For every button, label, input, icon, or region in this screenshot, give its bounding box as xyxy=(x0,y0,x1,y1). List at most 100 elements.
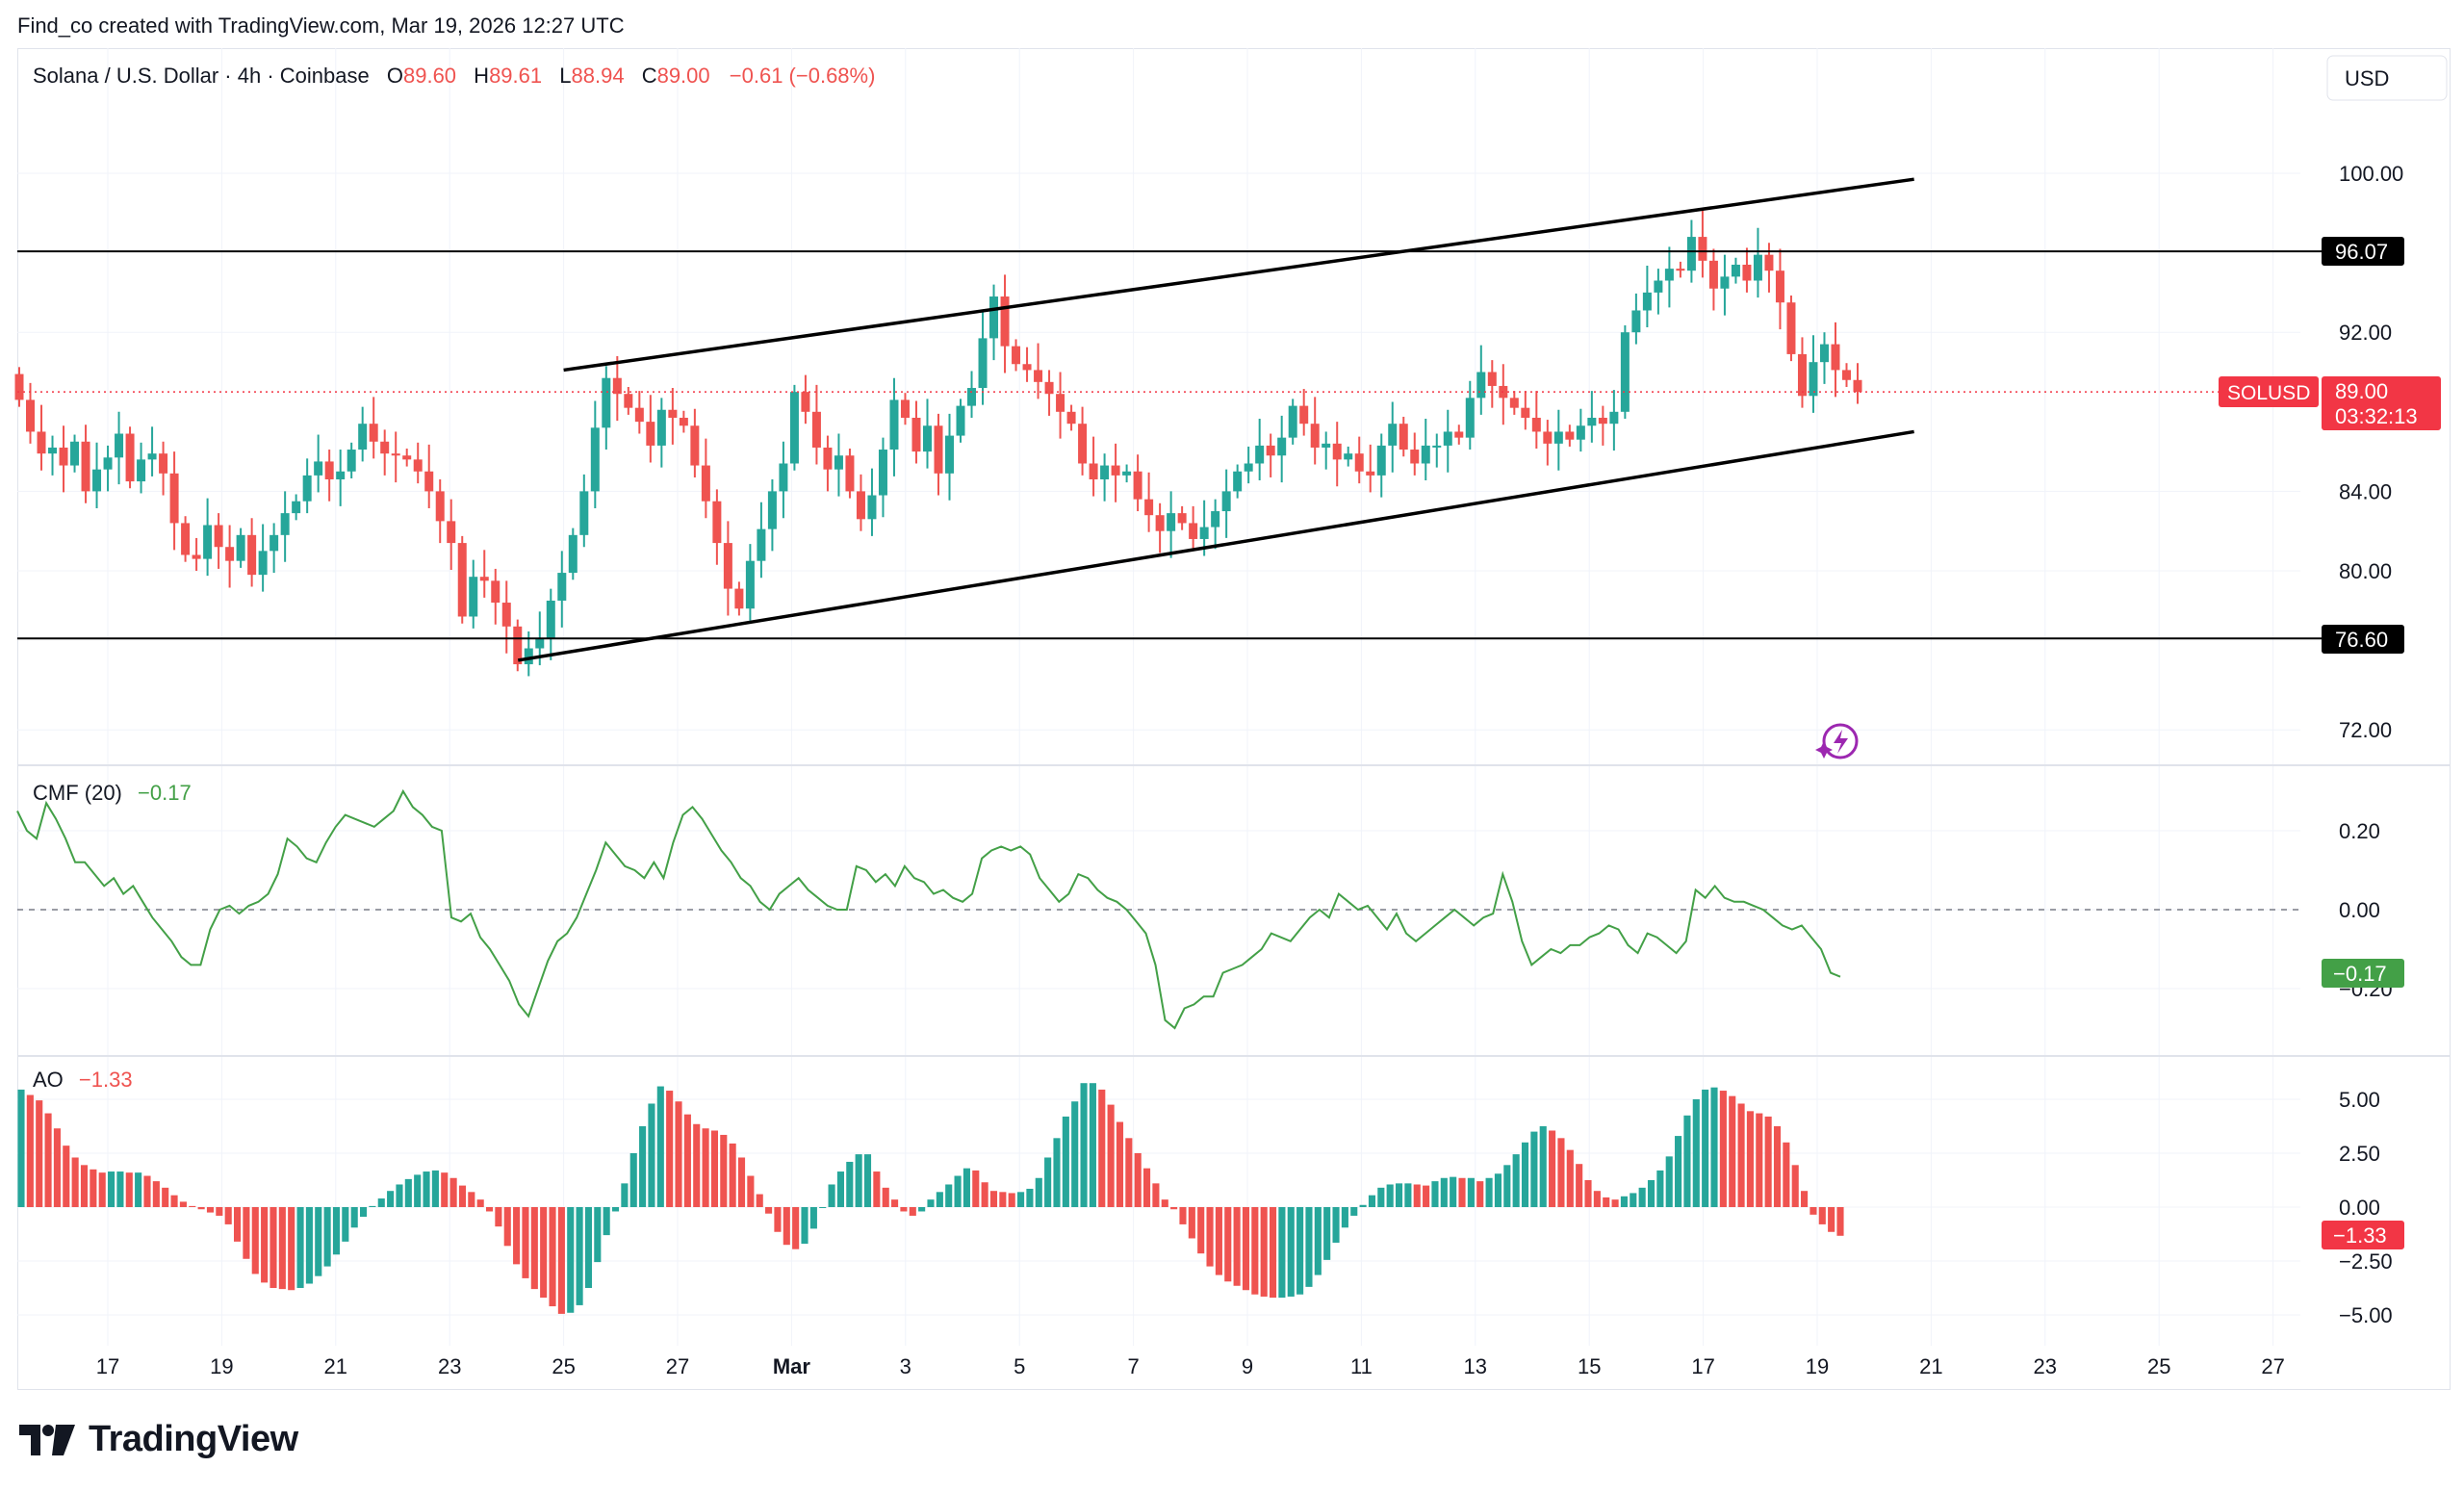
tradingview-logo[interactable]: TradingView xyxy=(19,1419,298,1460)
candle-body xyxy=(878,450,887,496)
candle xyxy=(1853,363,1862,404)
candle xyxy=(324,450,334,502)
candle-body xyxy=(92,469,102,492)
ao-bar xyxy=(756,1194,763,1207)
candle-body xyxy=(1465,398,1475,438)
ao-bar xyxy=(1620,1196,1629,1207)
ao-bar xyxy=(1710,1087,1718,1207)
candle-body xyxy=(1233,471,1243,492)
ao-bar xyxy=(801,1207,808,1245)
ao-bar xyxy=(1593,1191,1601,1207)
candle xyxy=(590,400,600,508)
ao-bar xyxy=(1008,1193,1015,1207)
candle-body xyxy=(1731,264,1740,277)
candle xyxy=(989,284,999,361)
x-tick-label: 9 xyxy=(1242,1354,1253,1378)
candle-body xyxy=(1543,431,1553,444)
candle xyxy=(956,399,965,443)
ao-bar xyxy=(549,1207,556,1307)
candle xyxy=(624,386,633,415)
candle xyxy=(302,458,312,514)
candle xyxy=(236,528,245,568)
x-tick-label: 19 xyxy=(1806,1354,1829,1378)
candle xyxy=(945,413,955,501)
candle xyxy=(834,433,843,497)
candle xyxy=(380,429,390,476)
candle xyxy=(1708,248,1718,311)
candle-body xyxy=(81,441,90,492)
candle xyxy=(402,449,412,467)
candle xyxy=(1144,472,1154,532)
ao-bar xyxy=(152,1181,160,1207)
candle-body xyxy=(1708,260,1718,289)
x-tick-label: 25 xyxy=(552,1354,575,1378)
ao-bar xyxy=(1188,1207,1195,1239)
ao-bar xyxy=(305,1207,313,1284)
candle-body xyxy=(612,377,622,395)
candle-body xyxy=(1797,353,1807,397)
candle-body xyxy=(447,521,456,544)
candle xyxy=(1587,391,1597,443)
ao-bar xyxy=(1116,1121,1124,1207)
candle xyxy=(1664,246,1674,308)
candles-layer xyxy=(14,210,1862,677)
ao-bar xyxy=(1260,1207,1268,1297)
candle xyxy=(214,513,223,569)
candle-body xyxy=(1531,417,1541,432)
ao-bar xyxy=(629,1153,637,1207)
candle xyxy=(181,516,191,562)
candle xyxy=(1022,347,1032,382)
ao-bar xyxy=(522,1207,529,1278)
candle-body xyxy=(656,409,666,446)
ao-bar xyxy=(1170,1207,1178,1210)
lightning-assistant-icon[interactable] xyxy=(1815,723,1859,759)
candle-body xyxy=(723,543,732,589)
ao-bar xyxy=(683,1114,691,1207)
ao-bar xyxy=(594,1207,602,1263)
candle-body xyxy=(745,560,755,609)
ao-bar xyxy=(162,1187,169,1207)
candle-body xyxy=(834,455,843,470)
candle xyxy=(1642,266,1652,328)
ao-bar xyxy=(576,1207,583,1305)
candle-body xyxy=(1044,381,1054,395)
candle-body xyxy=(956,405,965,436)
ao-bar xyxy=(927,1199,935,1207)
ao-bar xyxy=(710,1130,719,1207)
candle-body xyxy=(26,399,36,432)
ao-bar xyxy=(1737,1103,1745,1207)
candle xyxy=(1598,405,1607,446)
ao-bar xyxy=(468,1192,475,1207)
candle-body xyxy=(1354,453,1364,472)
ao-bar xyxy=(270,1207,277,1288)
cmf-legend: CMF (20) −0.17 xyxy=(33,781,192,805)
x-tick-label: 23 xyxy=(438,1354,461,1378)
candle xyxy=(369,397,378,459)
ao-bar xyxy=(1611,1199,1619,1207)
candle xyxy=(1044,370,1054,416)
axis-layer: 17 19 21 23 25 27 Mar 3 5 7 9 11 13 15 17 19 21 23 25 27 100… xyxy=(96,162,2404,1378)
candle xyxy=(1167,491,1176,558)
candle-body xyxy=(435,491,445,522)
chart-frame xyxy=(17,48,2451,1390)
panel-separators xyxy=(17,764,2451,1057)
candle xyxy=(258,524,268,592)
ao-bar xyxy=(1089,1083,1096,1207)
candle xyxy=(1509,391,1519,415)
candle-body xyxy=(137,459,146,482)
candle-body xyxy=(1454,431,1464,438)
ao-bar xyxy=(1080,1083,1088,1207)
ao-bar xyxy=(458,1185,467,1207)
ao-bar xyxy=(1458,1177,1466,1207)
candle xyxy=(1576,408,1585,452)
candle-body xyxy=(70,441,80,466)
candle xyxy=(435,479,445,544)
currency-button[interactable] xyxy=(2326,55,2448,101)
ao-bar xyxy=(1017,1192,1025,1207)
candle-body xyxy=(1376,445,1386,476)
ao-bar xyxy=(918,1207,926,1212)
ao-bar xyxy=(63,1145,70,1207)
ao-bar xyxy=(296,1207,304,1288)
candle-body xyxy=(1764,254,1774,271)
